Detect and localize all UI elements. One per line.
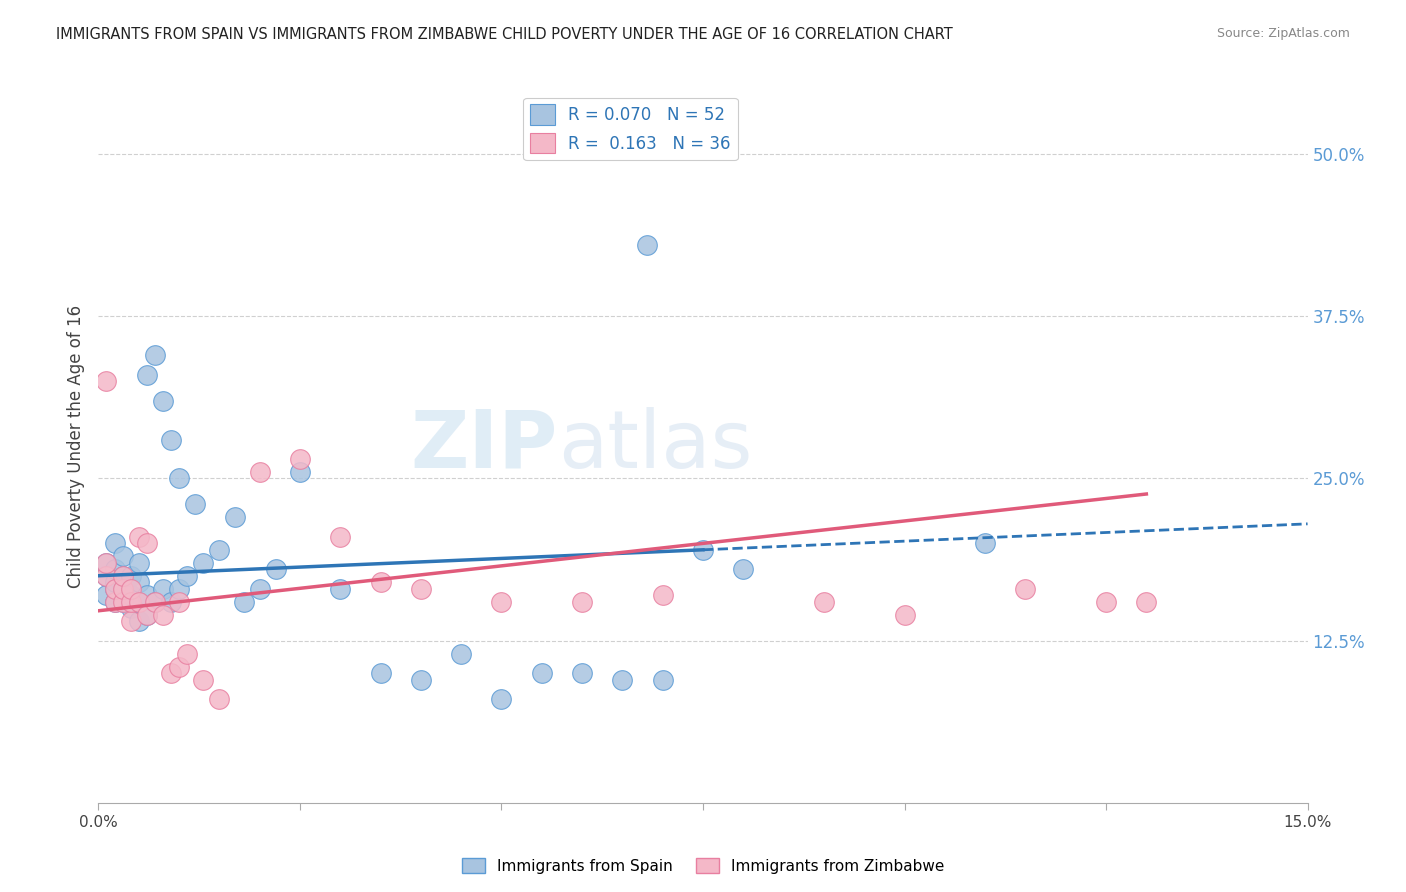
Point <box>128 530 150 544</box>
Point <box>409 582 432 596</box>
Point <box>167 582 190 596</box>
Point <box>651 673 673 687</box>
Point <box>103 562 125 576</box>
Point <box>370 575 392 590</box>
Point <box>813 595 835 609</box>
Point <box>96 374 118 388</box>
Point <box>651 588 673 602</box>
Point <box>128 595 150 609</box>
Point <box>120 588 142 602</box>
Point <box>128 575 150 590</box>
Point <box>128 595 150 609</box>
Point <box>96 556 118 570</box>
Point <box>120 614 142 628</box>
Point <box>160 666 183 681</box>
Point <box>96 588 118 602</box>
Point <box>143 348 166 362</box>
Point <box>692 542 714 557</box>
Point <box>143 595 166 609</box>
Point <box>160 433 183 447</box>
Point <box>160 595 183 609</box>
Y-axis label: Child Poverty Under the Age of 16: Child Poverty Under the Age of 16 <box>66 304 84 588</box>
Point <box>120 595 142 609</box>
Point <box>103 582 125 596</box>
Point <box>733 562 755 576</box>
Point <box>232 595 254 609</box>
Point <box>135 588 157 602</box>
Point <box>450 647 472 661</box>
Point <box>249 582 271 596</box>
Point <box>1135 595 1157 609</box>
Text: ZIP: ZIP <box>411 407 558 485</box>
Legend: Immigrants from Spain, Immigrants from Zimbabwe: Immigrants from Spain, Immigrants from Z… <box>456 852 950 880</box>
Point <box>176 647 198 661</box>
Point <box>135 607 157 622</box>
Point <box>193 673 215 687</box>
Point <box>120 568 142 582</box>
Point <box>135 536 157 550</box>
Point <box>128 614 150 628</box>
Point <box>167 659 190 673</box>
Point <box>329 530 352 544</box>
Point <box>96 568 118 582</box>
Point <box>409 673 432 687</box>
Point <box>167 471 190 485</box>
Point <box>103 575 125 590</box>
Point <box>491 692 513 706</box>
Point <box>111 568 134 582</box>
Point <box>152 393 174 408</box>
Point <box>224 510 246 524</box>
Point <box>176 568 198 582</box>
Point <box>264 562 287 576</box>
Point <box>111 582 134 596</box>
Point <box>111 568 134 582</box>
Point <box>288 452 311 467</box>
Point <box>128 556 150 570</box>
Point <box>103 582 125 596</box>
Point <box>974 536 997 550</box>
Point <box>208 542 231 557</box>
Point <box>571 595 593 609</box>
Point <box>571 666 593 681</box>
Point <box>184 497 207 511</box>
Point <box>249 465 271 479</box>
Point <box>111 595 134 609</box>
Legend: R = 0.070   N = 52, R =  0.163   N = 36: R = 0.070 N = 52, R = 0.163 N = 36 <box>523 97 738 160</box>
Point <box>1095 595 1118 609</box>
Point <box>96 568 118 582</box>
Point <box>208 692 231 706</box>
Point <box>96 556 118 570</box>
Text: atlas: atlas <box>558 407 752 485</box>
Point <box>111 595 134 609</box>
Point <box>370 666 392 681</box>
Point <box>612 673 634 687</box>
Point <box>120 582 142 596</box>
Point <box>152 607 174 622</box>
Point <box>135 368 157 382</box>
Point <box>530 666 553 681</box>
Text: IMMIGRANTS FROM SPAIN VS IMMIGRANTS FROM ZIMBABWE CHILD POVERTY UNDER THE AGE OF: IMMIGRANTS FROM SPAIN VS IMMIGRANTS FROM… <box>56 27 953 42</box>
Point <box>288 465 311 479</box>
Point <box>103 595 125 609</box>
Point <box>193 556 215 570</box>
Point <box>103 536 125 550</box>
Text: Source: ZipAtlas.com: Source: ZipAtlas.com <box>1216 27 1350 40</box>
Point <box>120 601 142 615</box>
Point <box>329 582 352 596</box>
Point <box>111 549 134 564</box>
Point <box>1014 582 1036 596</box>
Point <box>167 595 190 609</box>
Point <box>111 582 134 596</box>
Point <box>143 595 166 609</box>
Point <box>636 238 658 252</box>
Point <box>893 607 915 622</box>
Point <box>152 582 174 596</box>
Point <box>103 595 125 609</box>
Point <box>135 607 157 622</box>
Point <box>491 595 513 609</box>
